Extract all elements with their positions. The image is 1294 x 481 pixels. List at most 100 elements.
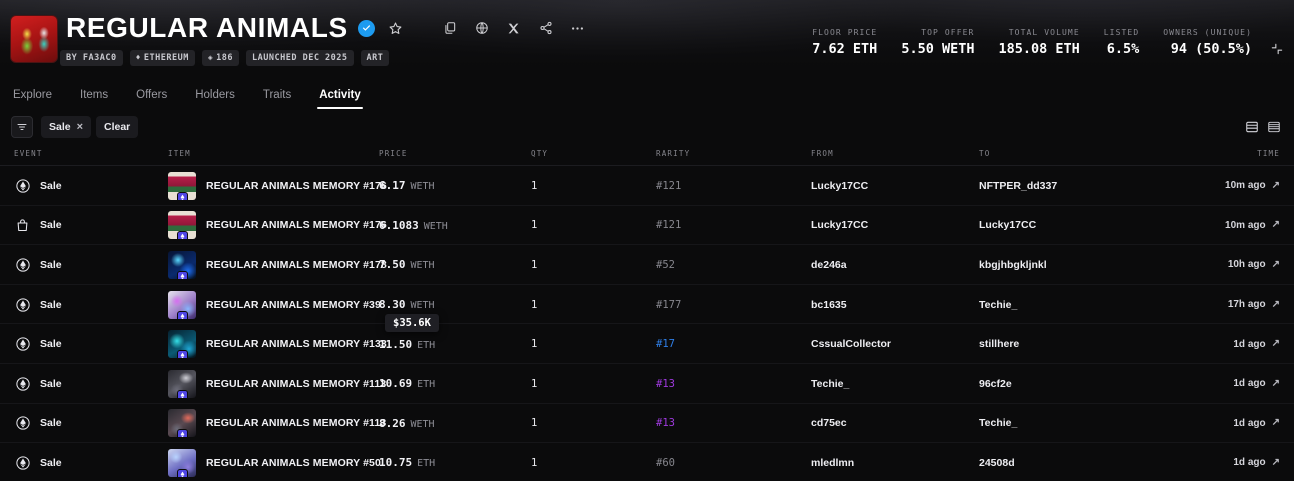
cell-item[interactable]: REGULAR ANIMALS MEMORY #133: [168, 324, 387, 364]
eth-diamond-icon: [14, 454, 31, 471]
item-thumbnail[interactable]: [168, 290, 196, 319]
price-amount: 10.69: [379, 377, 413, 391]
collapse-arrows-icon[interactable]: [1266, 38, 1288, 60]
cell-item[interactable]: REGULAR ANIMALS MEMORY #176: [168, 206, 387, 246]
chain-badge-icon: [177, 270, 188, 279]
stat-owners-label: OWNERS (UNIQUE): [1163, 28, 1252, 37]
cell-item[interactable]: REGULAR ANIMALS MEMORY #50: [168, 443, 381, 481]
cell-to[interactable]: Lucky17CC: [979, 219, 1037, 232]
list-view-expanded-icon[interactable]: [1266, 119, 1282, 135]
table-row[interactable]: Sale REGULAR ANIMALS MEMORY #176 6.1083 …: [0, 206, 1294, 246]
price-amount: 8.30: [379, 298, 406, 312]
cell-event: Sale: [14, 364, 62, 404]
table-row[interactable]: Sale REGULAR ANIMALS MEMORY #178 7.50 WE…: [0, 245, 1294, 285]
cell-from[interactable]: Techie_: [811, 377, 850, 390]
verified-check-icon: [357, 19, 375, 37]
price-currency: ETH: [417, 339, 436, 351]
badge-creator-label: BY FA3AC0: [66, 53, 117, 63]
close-icon[interactable]: ×: [76, 120, 84, 133]
external-link-icon[interactable]: ↗: [1271, 456, 1280, 468]
share-icon[interactable]: [535, 17, 557, 39]
table-row[interactable]: Sale REGULAR ANIMALS MEMORY #50 10.75 ET…: [0, 443, 1294, 481]
tab-activity[interactable]: Activity: [317, 88, 363, 109]
cell-to[interactable]: stillhere: [979, 338, 1020, 351]
cell-time: 1d ago ↗: [1233, 324, 1280, 364]
cell-from[interactable]: bc1635: [811, 298, 847, 311]
badge-supply[interactable]: ◈ 186: [201, 50, 240, 66]
external-link-icon[interactable]: ↗: [1271, 417, 1280, 429]
cell-from[interactable]: de246a: [811, 258, 847, 271]
collection-tabs: Explore Items Offers Holders Traits Acti…: [0, 86, 1294, 111]
copy-icon[interactable]: [439, 17, 461, 39]
item-thumbnail[interactable]: [168, 171, 196, 200]
cell-time: 10m ago ↗: [1225, 206, 1280, 246]
external-link-icon[interactable]: ↗: [1271, 179, 1280, 191]
cell-qty: 1: [531, 219, 538, 232]
external-link-icon[interactable]: ↗: [1271, 298, 1280, 310]
item-thumbnail[interactable]: [168, 409, 196, 438]
cell-price: 10.69 ETH: [379, 364, 435, 404]
external-link-icon[interactable]: ↗: [1271, 219, 1280, 231]
table-row[interactable]: Sale REGULAR ANIMALS MEMORY #176 6.17 WE…: [0, 166, 1294, 206]
table-row[interactable]: Sale REGULAR ANIMALS MEMORY #133 11.50 E…: [0, 324, 1294, 364]
cell-from[interactable]: Lucky17CC: [811, 219, 869, 232]
cell-from[interactable]: Lucky17CC: [811, 179, 869, 192]
external-link-icon[interactable]: ↗: [1271, 338, 1280, 350]
item-thumbnail[interactable]: [168, 448, 196, 477]
favorite-star-icon[interactable]: [385, 17, 407, 39]
cell-item[interactable]: REGULAR ANIMALS MEMORY #113: [168, 404, 386, 444]
cell-from[interactable]: mledlmn: [811, 456, 855, 469]
cell-to[interactable]: kbgjhbgkljnkl: [979, 258, 1047, 271]
cell-from[interactable]: cd75ec: [811, 417, 847, 430]
cell-to[interactable]: NFTPER_dd337: [979, 179, 1058, 192]
cell-item[interactable]: REGULAR ANIMALS MEMORY #113: [168, 364, 386, 404]
cell-item[interactable]: REGULAR ANIMALS MEMORY #178: [168, 245, 387, 285]
badge-launched[interactable]: LAUNCHED DEC 2025: [246, 50, 354, 66]
collection-header: REGULAR ANIMALS: [0, 0, 1294, 76]
website-globe-icon[interactable]: [471, 17, 493, 39]
cell-to[interactable]: 96cf2e: [979, 377, 1012, 390]
stat-listed: LISTED 6.5%: [1104, 27, 1140, 58]
external-link-icon[interactable]: ↗: [1271, 377, 1280, 389]
tab-offers[interactable]: Offers: [136, 89, 168, 101]
cell-to[interactable]: Techie_: [979, 417, 1018, 430]
table-row[interactable]: Sale REGULAR ANIMALS MEMORY #39 8.30 WET…: [0, 285, 1294, 333]
item-thumbnail[interactable]: [168, 330, 196, 359]
more-options-icon[interactable]: [567, 17, 589, 39]
clear-filters-button[interactable]: Clear: [96, 116, 139, 138]
price-amount: 8.26: [379, 416, 406, 430]
item-thumbnail[interactable]: [168, 250, 196, 279]
badge-category[interactable]: ART: [360, 50, 390, 66]
price-wrapper: 6.1083 WETH: [379, 219, 448, 232]
time-label: 17h ago: [1227, 299, 1266, 311]
cell-from[interactable]: CssualCollector: [811, 338, 891, 351]
filter-chip-sale[interactable]: Sale ×: [41, 116, 92, 138]
stat-owners: OWNERS (UNIQUE) 94 (50.5%): [1163, 27, 1252, 58]
badge-creator[interactable]: BY FA3AC0: [60, 50, 123, 66]
tab-items[interactable]: Items: [80, 89, 109, 101]
price-wrapper: 10.75 ETH: [379, 456, 435, 469]
cell-to[interactable]: 24508d: [979, 456, 1015, 469]
cell-item[interactable]: REGULAR ANIMALS MEMORY #176: [168, 166, 387, 206]
cell-to[interactable]: Techie_: [979, 298, 1018, 311]
table-row[interactable]: Sale REGULAR ANIMALS MEMORY #113 10.69 E…: [0, 364, 1294, 404]
item-thumbnail[interactable]: [168, 211, 196, 240]
twitter-x-icon[interactable]: [503, 17, 525, 39]
external-link-icon[interactable]: ↗: [1271, 258, 1280, 270]
event-label: Sale: [40, 219, 62, 232]
price-currency: ETH: [417, 379, 436, 391]
tab-holders[interactable]: Holders: [195, 89, 235, 101]
cell-price: 11.50 ETH: [379, 324, 435, 364]
tab-traits[interactable]: Traits: [262, 89, 292, 101]
tab-explore[interactable]: Explore: [13, 89, 52, 101]
badge-chain[interactable]: ♦ ETHEREUM: [129, 50, 195, 66]
table-row[interactable]: Sale REGULAR ANIMALS MEMORY #113 8.26 WE…: [0, 404, 1294, 444]
collection-avatar[interactable]: [10, 15, 58, 63]
filter-icon[interactable]: [11, 116, 33, 138]
list-view-compact-icon[interactable]: [1244, 119, 1260, 135]
item-thumbnail[interactable]: [168, 369, 196, 398]
badge-launched-label: LAUNCHED DEC 2025: [252, 53, 348, 63]
cell-event: Sale: [14, 206, 62, 246]
page-title: REGULAR ANIMALS: [66, 12, 348, 43]
cell-item[interactable]: REGULAR ANIMALS MEMORY #39: [168, 285, 381, 325]
